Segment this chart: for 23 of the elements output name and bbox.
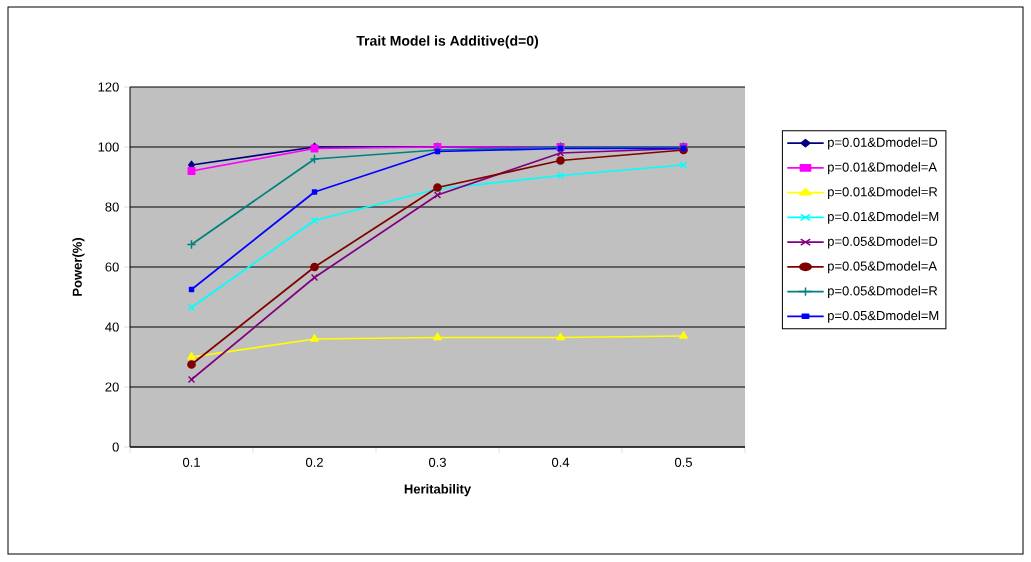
x-tick-label: 0.1 (182, 457, 200, 467)
x-tick-label: 0.2 (305, 457, 323, 467)
x-axis-title: Heritability (404, 484, 472, 497)
y-tick-label: 80 (105, 202, 119, 212)
y-tick-label: 100 (98, 142, 119, 152)
y-tick-label: 60 (105, 262, 119, 272)
legend-label: p=0.05&Dmodel=D (828, 236, 938, 249)
chart-title: Trait Model is Additive(d=0) (356, 35, 539, 49)
legend-label: p=0.01&Dmodel=M (828, 211, 939, 224)
y-tick-label: 20 (105, 382, 119, 392)
y-tick-label: 40 (105, 322, 119, 332)
legend-label: p=0.01&Dmodel=R (828, 186, 938, 199)
legend-label: p=0.05&Dmodel=A (828, 261, 938, 274)
y-tick-label: 120 (98, 82, 119, 92)
y-axis-title: Power(%) (72, 238, 85, 296)
y-tick-label: 0 (112, 442, 119, 452)
x-tick-label: 0.3 (428, 457, 446, 467)
legend-label: p=0.05&Dmodel=R (828, 285, 938, 298)
x-tick-label: 0.5 (674, 457, 692, 467)
legend-label: p=0.01&Dmodel=A (828, 162, 938, 175)
legend-label: p=0.01&Dmodel=D (828, 137, 938, 150)
legend-label: p=0.05&Dmodel=M (828, 310, 939, 323)
x-tick-label: 0.4 (551, 457, 570, 467)
